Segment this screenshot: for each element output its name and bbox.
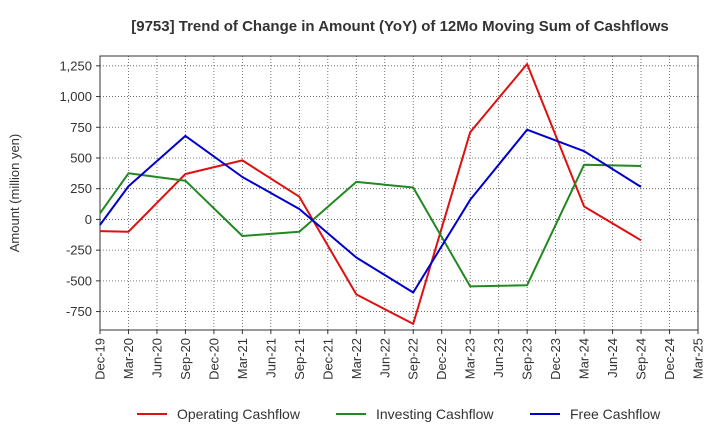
y-tick-label: 750 [70,120,92,135]
legend-label-2: Investing Cashflow [376,406,494,422]
x-tick-label: Jun-22 [377,338,392,378]
grid [100,56,698,330]
x-axis-ticks: Dec-19 Mar-20 Jun-20 Sep-20 Dec-20 Mar-21 Jun-… [93,330,706,380]
legend-label-1: Operating Cashflow [177,406,301,422]
series-line-2 [99,163,642,288]
x-tick-label: Jun-20 [149,338,164,378]
x-tick-label: Mar-25 [691,338,706,379]
plot-area-border [99,55,699,331]
y-tick-label: 500 [70,150,92,165]
x-tick-label: Mar-20 [121,338,136,379]
series-lines [99,63,642,325]
x-tick-label: Sep-22 [406,338,421,380]
series-line-3 [99,128,642,294]
series-line-1 [99,63,642,325]
x-tick-label: Dec-24 [662,338,677,380]
x-tick-label: Jun-23 [491,338,506,378]
y-axis-ticks: 1,250 1,000 750 500 250 0 -250 -500 -750 [59,58,100,319]
y-tick-label: 1,250 [59,58,92,73]
chart-title: [9753] Trend of Change in Amount (YoY) o… [131,18,669,35]
legend-label-3: Free Cashflow [570,406,661,422]
x-tick-label: Sep-23 [520,338,535,380]
x-tick-label: Sep-21 [292,338,307,380]
x-tick-label: Jun-24 [605,338,620,378]
x-tick-label: Sep-24 [634,338,649,380]
x-tick-label: Mar-21 [235,338,250,379]
x-tick-label: Dec-22 [434,338,449,380]
x-tick-label: Jun-21 [263,338,278,378]
y-tick-label: 0 [85,212,92,227]
x-tick-label: Dec-19 [93,338,108,380]
x-tick-label: Mar-22 [349,338,364,379]
y-tick-label: 250 [70,181,92,196]
legend: Operating Cashflow Investing Cashflow Free… [137,406,661,422]
y-tick-label: -500 [66,273,92,288]
y-tick-label: -750 [66,304,92,319]
y-axis-label: Amount (million yen) [7,134,22,253]
y-tick-label: -250 [66,243,92,258]
x-tick-label: Dec-20 [206,338,221,380]
x-tick-label: Dec-23 [548,338,563,380]
x-tick-label: Sep-20 [178,338,193,380]
x-tick-label: Mar-24 [577,338,592,379]
x-tick-label: Mar-23 [463,338,478,379]
x-tick-label: Dec-21 [320,338,335,380]
y-tick-label: 1,000 [59,89,92,104]
